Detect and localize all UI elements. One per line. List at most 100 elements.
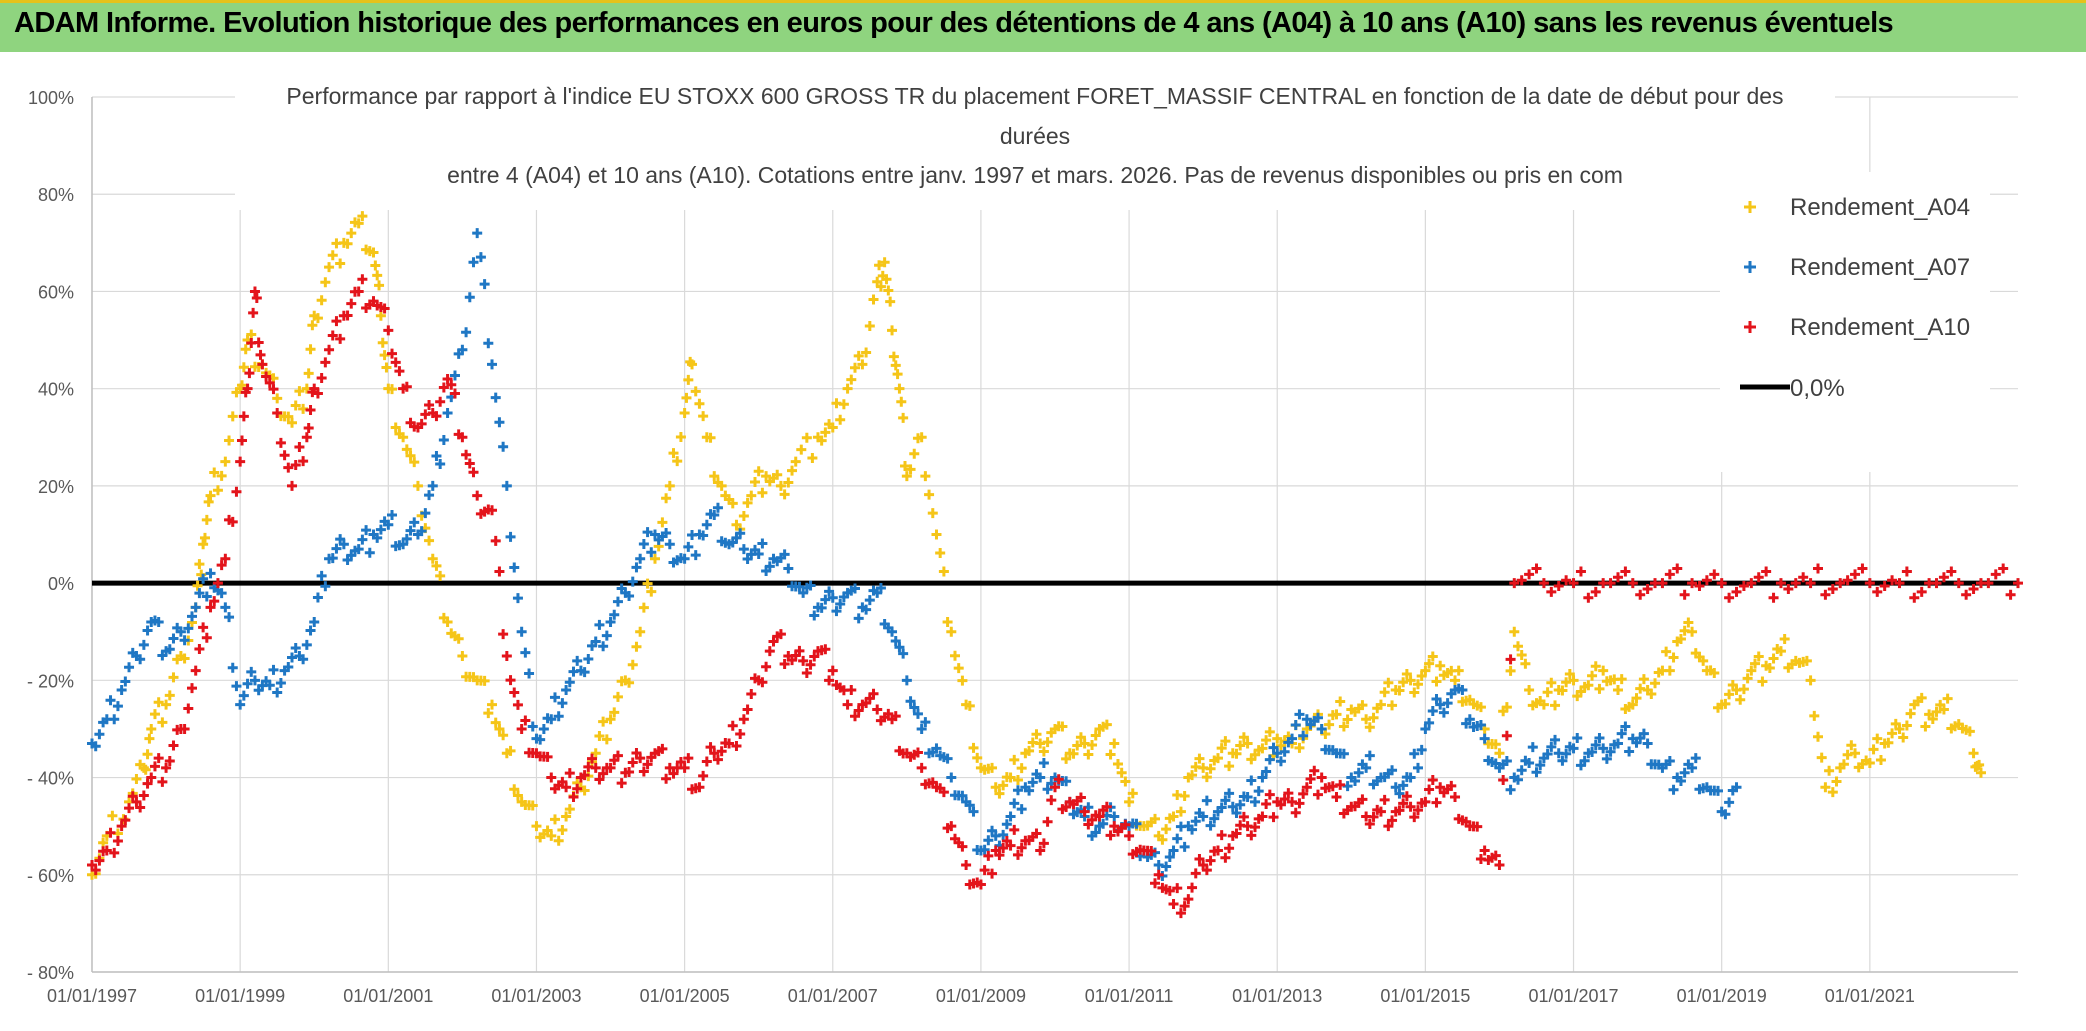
data-point-interp	[1550, 734, 1561, 745]
data-point	[501, 651, 512, 662]
data-point-interp	[1738, 581, 1749, 592]
data-point-interp	[1412, 762, 1423, 773]
data-point	[946, 626, 957, 637]
data-point-interp	[698, 770, 709, 781]
data-point-interp	[638, 766, 649, 777]
data-point-interp	[1179, 841, 1190, 852]
data-point	[1109, 821, 1120, 832]
data-point-interp	[1946, 566, 1957, 577]
data-point-interp	[1187, 882, 1198, 893]
data-point-interp	[1105, 830, 1116, 841]
data-point	[146, 772, 157, 783]
data-point-interp	[1409, 687, 1420, 698]
data-point-interp	[883, 708, 894, 719]
data-point	[175, 626, 186, 637]
data-point-interp	[498, 629, 509, 640]
data-point-interp	[424, 399, 435, 410]
data-point-interp	[1101, 719, 1112, 730]
data-point-interp	[764, 561, 775, 572]
data-point-interp	[979, 865, 990, 876]
data-point	[605, 762, 616, 773]
data-point-interp	[1190, 868, 1201, 879]
data-point-interp	[142, 749, 153, 760]
data-point-interp	[1268, 742, 1279, 753]
data-point-interp	[746, 688, 757, 699]
data-point-interp	[1846, 740, 1857, 751]
data-point-interp	[1216, 830, 1227, 841]
data-point	[1390, 782, 1401, 793]
data-point-interp	[1475, 720, 1486, 731]
data-point-interp	[909, 448, 920, 459]
data-point-interp	[1424, 658, 1435, 669]
data-point-interp	[238, 362, 249, 373]
data-point-interp	[320, 277, 331, 288]
data-point-interp	[1150, 878, 1160, 889]
data-point-interp	[335, 534, 346, 545]
data-point-interp	[794, 645, 805, 656]
data-point-interp	[1379, 687, 1390, 698]
data-point	[427, 553, 438, 564]
data-point-interp	[1516, 575, 1527, 586]
data-point-interp	[994, 850, 1005, 861]
data-point-interp	[483, 708, 494, 719]
data-point-interp	[1561, 677, 1572, 688]
data-point-interp	[549, 692, 560, 703]
data-point-interp	[227, 411, 238, 422]
data-point-interp	[1283, 788, 1294, 799]
data-point-interp	[1990, 569, 2001, 580]
data-point-interp	[705, 432, 716, 443]
data-point-interp	[1016, 763, 1027, 774]
data-point-interp	[303, 368, 314, 379]
data-point-interp	[579, 785, 590, 796]
data-point-interp	[638, 602, 649, 613]
data-point-interp	[1579, 755, 1590, 766]
data-point-interp	[564, 768, 575, 779]
data-point-interp	[1683, 617, 1694, 628]
data-point-interp	[209, 596, 220, 607]
data-point-interp	[1798, 572, 1809, 583]
data-point	[531, 821, 542, 832]
data-point-interp	[1042, 816, 1053, 827]
data-point-interp	[1431, 676, 1442, 687]
data-point-interp	[142, 625, 153, 636]
data-point-interp	[112, 701, 123, 712]
data-point-interp	[377, 337, 388, 348]
data-point	[242, 383, 253, 394]
data-point	[1494, 748, 1505, 759]
data-point-interp	[468, 257, 479, 268]
data-point-interp	[1783, 583, 1794, 594]
data-point-interp	[505, 675, 516, 686]
data-point-interp	[1690, 753, 1701, 764]
data-point-interp	[1357, 794, 1368, 805]
data-point-interp	[957, 675, 968, 686]
data-point-interp	[1557, 755, 1568, 766]
x-tick-label: 01/01/2001	[343, 986, 433, 1006]
data-point-interp	[416, 526, 427, 537]
data-point	[309, 617, 320, 627]
data-point-interp	[290, 643, 301, 654]
data-point	[287, 480, 298, 491]
data-point-interp	[1709, 569, 1720, 580]
data-point-interp	[1927, 713, 1938, 724]
data-point	[1746, 665, 1757, 676]
data-point-interp	[1261, 735, 1272, 746]
data-point	[1257, 772, 1268, 783]
data-point-interp	[624, 590, 635, 601]
data-point-interp	[1320, 729, 1331, 740]
data-point	[1894, 578, 1905, 589]
data-point-interp	[749, 477, 760, 487]
data-point-interp	[372, 270, 383, 281]
data-point	[635, 626, 646, 637]
data-point-interp	[1201, 772, 1212, 783]
data-point-interp	[275, 437, 286, 448]
data-point	[1568, 743, 1579, 754]
data-point	[1894, 723, 1905, 734]
data-point-interp	[1879, 581, 1890, 592]
data-point-interp	[1605, 578, 1616, 589]
data-point-interp	[538, 723, 549, 734]
data-point-interp	[1175, 908, 1186, 919]
data-point-interp	[742, 497, 753, 508]
data-point-interp	[283, 411, 294, 422]
x-tick-label: 01/01/2013	[1232, 986, 1322, 1006]
data-point-interp	[316, 570, 327, 581]
